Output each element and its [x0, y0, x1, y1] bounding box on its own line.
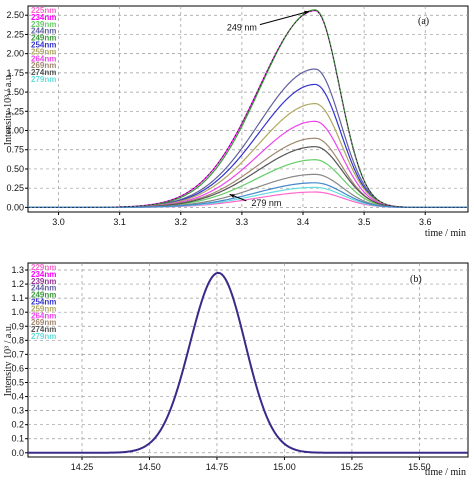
x-tick-label: 15.00 [273, 462, 296, 472]
y-tick-label: 0.3 [11, 406, 24, 416]
x-tick-label: 3.6 [419, 217, 432, 227]
legend-entry: 234nm [31, 270, 56, 279]
y-tick-label: 1.3 [11, 265, 24, 275]
plot-frame [27, 262, 469, 458]
legend-entry: 269nm [31, 61, 56, 70]
legend-entry: 234nm [31, 13, 56, 22]
legend-entry: 254nm [31, 41, 56, 50]
panel-label: (b) [410, 274, 422, 285]
y-tick-label: 0.8 [11, 335, 24, 345]
legend-entry: 274nm [31, 325, 56, 334]
annotation-arrowhead [304, 10, 310, 15]
y-axis-title: Intensity 10³ / a.u. [3, 73, 14, 146]
x-tick-label: 15.50 [408, 462, 431, 472]
y-tick-label: 1.75 [6, 68, 24, 78]
legend-entry: 239nm [31, 20, 56, 29]
y-tick-label: 0.00 [6, 202, 24, 212]
y-tick-label: 1.25 [6, 106, 24, 116]
y-tick-label: 0.50 [6, 164, 24, 174]
x-tick-label: 3.4 [297, 217, 310, 227]
x-tick-label: 3.3 [236, 217, 249, 227]
y-tick-label: 1.50 [6, 87, 24, 97]
legend-entry: 249nm [31, 291, 56, 300]
x-tick-label: 15.25 [341, 462, 364, 472]
y-tick-label: 1.2 [11, 279, 24, 289]
x-tick-label: 14.25 [71, 462, 94, 472]
legend-entry: 259nm [31, 304, 56, 313]
annotation-arrowhead [229, 194, 235, 198]
y-tick-label: 1.0 [11, 307, 24, 317]
legend-entry: 244nm [31, 27, 56, 36]
y-tick-label: 2.00 [6, 49, 24, 59]
series-line-overlay [28, 271, 468, 454]
x-tick-label: 3.1 [113, 217, 126, 227]
legend-entry: 264nm [31, 54, 56, 63]
legend-entry: 244nm [31, 284, 56, 293]
x-tick-label: 14.75 [206, 462, 229, 472]
y-tick-label: 1.00 [6, 126, 24, 136]
y-tick-label: 0.9 [11, 321, 24, 331]
legend-entry: 264nm [31, 311, 56, 320]
legend-entry: 249nm [31, 34, 56, 43]
x-tick-label: 3.0 [52, 217, 65, 227]
chart-panel-a: 3.0 3.1 3.2 3.3 3.4 3.5 3.6 0.00 0.25 0.50 0.75 1.0… [3, 5, 469, 239]
y-tick-label: 0.2 [11, 420, 24, 430]
x-axis-title: time / min [425, 467, 466, 478]
legend-entry: 279nm [31, 75, 56, 84]
y-tick-label: 1.1 [11, 293, 24, 303]
chart-panel-b: 14.25 14.50 14.75 15.00 15.25 15.50 0.0 0.1 0.2 0… [3, 262, 469, 478]
legend-entry: 254nm [31, 298, 56, 307]
annotation-label: 249 nm [227, 23, 257, 33]
y-tick-label: 0.4 [11, 392, 24, 402]
legend-entry: 279nm [31, 332, 56, 341]
y-axis-title: Intensity 10³ / a.u. [3, 324, 14, 397]
y-tick-label: 0.6 [11, 363, 24, 373]
legend-entry: 269nm [31, 318, 56, 327]
legend-entry: 274nm [31, 68, 56, 77]
y-tick-label: 0.7 [11, 349, 24, 359]
annotation-arrow [259, 10, 310, 26]
y-tick-label: 0.75 [6, 145, 24, 155]
x-tick-label: 3.2 [175, 217, 188, 227]
y-tick-label: 0.1 [11, 434, 24, 444]
series-line-overlay [28, 10, 468, 208]
legend: 229nm234nm239nm244nm249nm254nm259nm264nm… [31, 263, 56, 341]
y-tick-label: 0.0 [11, 448, 24, 458]
legend: 225nm234nm239nm244nm249nm254nm259nm264nm… [31, 6, 56, 84]
y-tick-label: 2.50 [6, 10, 24, 20]
y-tick-label: 0.5 [11, 377, 24, 387]
legend-entry: 229nm [31, 263, 56, 272]
x-tick-label: 3.5 [358, 217, 371, 227]
x-axis-title: time / min [425, 228, 466, 239]
x-tick-label: 14.50 [138, 462, 161, 472]
plot-frame [27, 5, 469, 213]
annotation-label: 279 nm [251, 198, 281, 208]
y-tick-label: 2.25 [6, 29, 24, 39]
panel-label: (a) [418, 16, 429, 27]
legend-entry: 259nm [31, 47, 56, 56]
legend-entry: 225nm [31, 6, 56, 15]
y-tick-label: 0.25 [6, 183, 24, 193]
legend-entry: 239nm [31, 277, 56, 286]
